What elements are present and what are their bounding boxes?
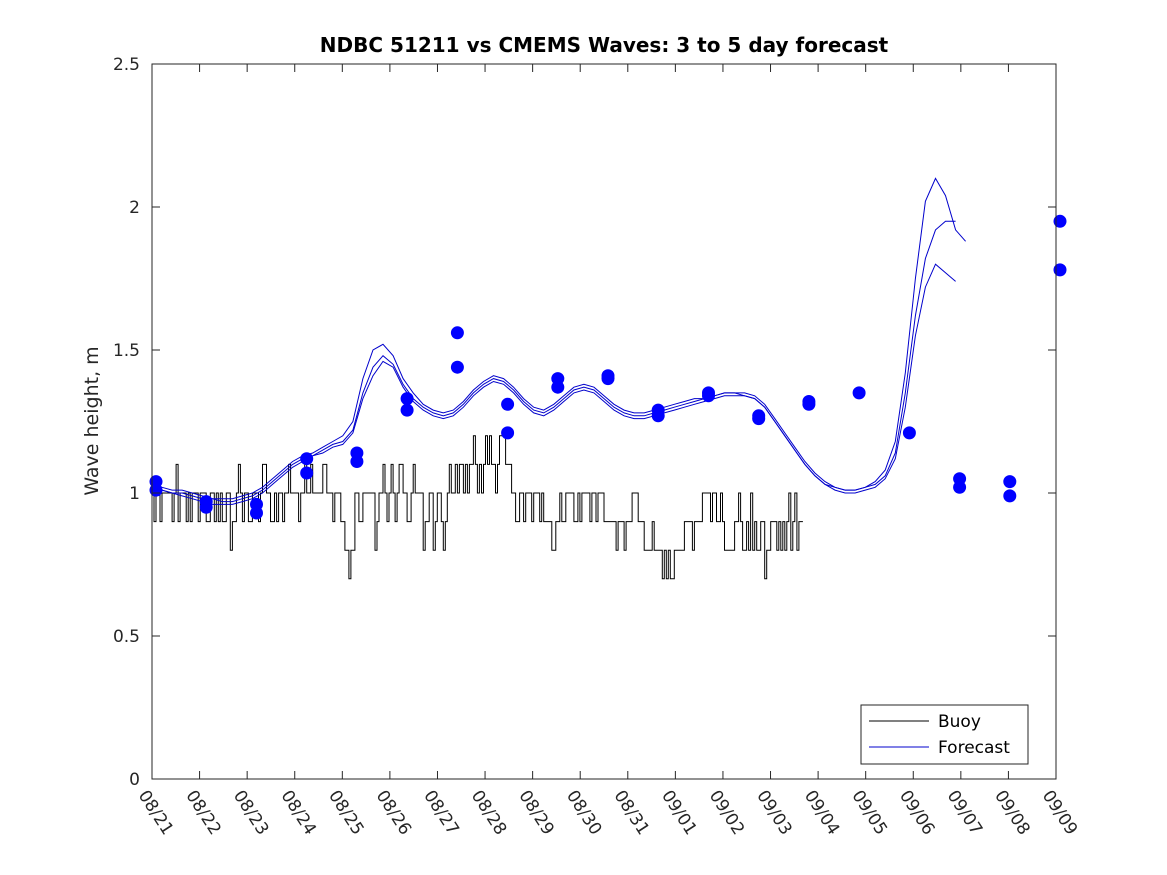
legend-box xyxy=(860,704,1029,765)
forecast-marker xyxy=(1053,263,1067,277)
forecast-marker xyxy=(250,506,263,520)
forecast-marker xyxy=(501,397,515,411)
forecast-line-2 xyxy=(151,177,966,500)
forecast-marker xyxy=(1003,489,1017,503)
forecast-series-layer xyxy=(151,177,966,505)
legend-label-forecast: Forecast xyxy=(938,738,1010,758)
plot-frame xyxy=(151,63,1057,780)
legend: Buoy Forecast xyxy=(860,704,1029,765)
forecast-marker xyxy=(601,372,615,386)
forecast-marker xyxy=(149,483,163,497)
forecast-marker xyxy=(1003,475,1017,489)
forecast-marker xyxy=(702,389,715,403)
forecast-line-1 xyxy=(151,220,956,503)
y-tick-label: 1.5 xyxy=(113,341,140,361)
y-tick-label: 1 xyxy=(129,484,140,504)
forecast-marker xyxy=(300,466,314,480)
forecast-marker xyxy=(400,403,414,417)
forecast-marker xyxy=(450,326,464,340)
forecast-marker xyxy=(802,397,816,411)
forecast-marker xyxy=(199,500,213,514)
y-axis: 0 0.5 1 1.5 2 2.5 xyxy=(113,55,1056,790)
y-tick-label: 0.5 xyxy=(113,627,140,647)
forecast-marker xyxy=(300,452,314,466)
forecast-marker xyxy=(651,409,665,423)
forecast-marker xyxy=(501,426,515,440)
y-tick-label: 2 xyxy=(129,198,140,218)
forecast-marker xyxy=(350,455,364,468)
y-tick-label: 2.5 xyxy=(113,55,140,75)
forecast-marker xyxy=(400,392,414,406)
forecast-marker xyxy=(551,380,565,394)
y-axis-title: Wave height, m xyxy=(81,346,103,495)
forecast-line-3 xyxy=(152,263,956,505)
plot-area xyxy=(152,64,1056,779)
chart-title: NDBC 51211 vs CMEMS Waves: 3 to 5 day fo… xyxy=(320,33,889,57)
forecast-marker-layer xyxy=(149,214,1067,520)
forecast-marker xyxy=(953,480,967,494)
y-tick-label: 0 xyxy=(129,770,140,790)
forecast-marker xyxy=(450,360,464,374)
forecast-marker xyxy=(852,386,866,400)
forecast-marker xyxy=(752,412,766,426)
forecast-marker xyxy=(902,426,916,440)
legend-label-buoy: Buoy xyxy=(938,712,981,732)
forecast-marker xyxy=(1053,214,1067,228)
